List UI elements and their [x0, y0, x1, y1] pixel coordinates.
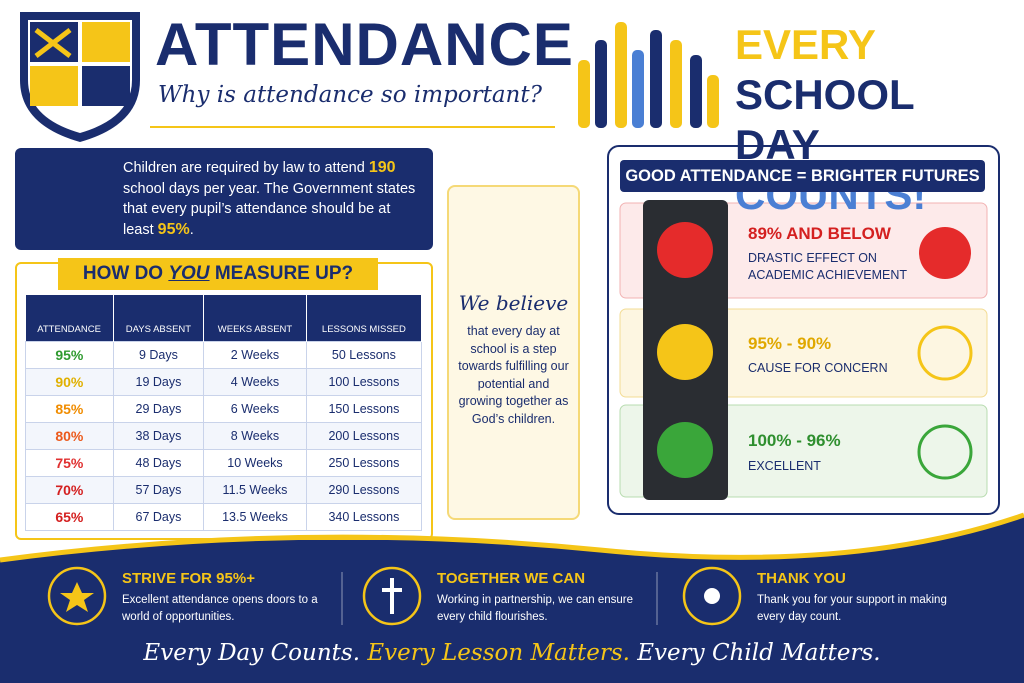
- table-cell: 67 Days: [112, 502, 205, 531]
- column-header: DAYS ABSENT: [113, 295, 205, 341]
- motto-part: Every Day Counts.: [143, 640, 368, 666]
- level-label: CAUSE FOR CONCERN: [748, 361, 888, 375]
- table-cell: 340 Lessons: [305, 502, 423, 531]
- intro-part: Children are required by law to attend: [123, 160, 369, 176]
- table-cell: 200 Lessons: [305, 421, 423, 450]
- belief-title: We believe: [458, 291, 569, 315]
- table-cell: 9 Days: [112, 340, 205, 369]
- intro-box: Children are required by law to attend 1…: [15, 148, 433, 250]
- title: ATTENDANCE: [155, 11, 574, 78]
- table-cell: 8 Weeks: [203, 421, 307, 450]
- motto: Every Day Counts. Every Lesson Matters. …: [0, 640, 1024, 666]
- column-header: WEEKS ABSENT: [203, 295, 307, 341]
- footer-title: TOGETHER WE CAN: [437, 570, 586, 587]
- attendance-cell: 80%: [25, 421, 114, 450]
- table-cell: 4 Weeks: [203, 367, 307, 396]
- level-label: EXCELLENT: [748, 459, 821, 473]
- belief-text: that every day at school is a step towar…: [458, 324, 569, 426]
- attendance-cell: 85%: [25, 394, 114, 423]
- table-cell: 150 Lessons: [305, 394, 423, 423]
- table-cell: 57 Days: [112, 475, 205, 504]
- subtitle: Why is attendance so important?: [158, 82, 542, 108]
- table-row: 65% 67 Days 13.5 Weeks 340 Lessons: [25, 502, 423, 531]
- table-row: 85% 29 Days 6 Weeks 150 Lessons: [25, 394, 423, 423]
- intro-part: school days per year. The Government sta…: [123, 180, 416, 238]
- footer-text: Working in partnership, we can ensure ev…: [437, 594, 634, 623]
- table-cell: 2 Weeks: [203, 340, 307, 369]
- footer-text: Excellent attendance opens doors to a wo…: [122, 594, 318, 623]
- table-cell: 48 Days: [112, 448, 205, 477]
- intro-highlight: 190: [368, 159, 396, 176]
- table-row: 90% 19 Days 4 Weeks 100 Lessons: [25, 367, 423, 396]
- table-cell: 13.5 Weeks: [203, 502, 307, 531]
- motto-part: Every Lesson Matters.: [367, 640, 630, 666]
- intro-part: .: [189, 221, 194, 238]
- level-label: DRASTIC EFFECT ON ACADEMIC ACHIEVEMENT: [748, 251, 908, 282]
- traffic-title: GOOD ATTENDANCE = BRIGHTER FUTURES: [620, 160, 985, 192]
- table-cell: 11.5 Weeks: [203, 475, 307, 504]
- table-row: 95% 9 Days 2 Weeks 50 Lessons: [25, 340, 423, 369]
- attendance-cell: 65%: [25, 502, 114, 531]
- attendance-cell: 70%: [25, 475, 114, 504]
- title-part: HOW DO: [82, 263, 169, 284]
- level-range: 95% - 90%: [748, 334, 832, 353]
- attendance-cell: 95%: [25, 340, 114, 369]
- level-range: 89% AND BELOW: [748, 224, 891, 243]
- table-cell: 10 Weeks: [203, 448, 307, 477]
- intro-highlight: 95%: [157, 220, 190, 238]
- slogan-word: EVERY: [735, 21, 876, 68]
- table-cell: 290 Lessons: [305, 475, 423, 504]
- table-title: HOW DO YOU MEASURE UP?: [58, 258, 378, 290]
- table-cell: 100 Lessons: [305, 367, 423, 396]
- table-cell: 250 Lessons: [305, 448, 423, 477]
- column-header: ATTENDANCE: [25, 295, 114, 341]
- header-row: ATTENDANCE DAYS ABSENT WEEKS ABSENT LESSONS…: [25, 295, 423, 341]
- table-row: 70% 57 Days 11.5 Weeks 290 Lessons: [25, 475, 423, 504]
- motto-part: Every Child Matters.: [629, 640, 881, 666]
- attendance-table: ATTENDANCE DAYS ABSENT WEEKS ABSENT LESSONS…: [25, 295, 423, 531]
- table-row: 80% 38 Days 8 Weeks 200 Lessons: [25, 421, 423, 450]
- footer-text: Thank you for your support in making eve…: [757, 594, 947, 623]
- table-cell: 6 Weeks: [203, 394, 307, 423]
- table-cell: 38 Days: [112, 421, 205, 450]
- footer-title: THANK YOU: [757, 570, 846, 587]
- slogan-word: SCHOOL: [735, 71, 915, 118]
- title-part: YOU: [168, 263, 210, 284]
- intro-text: Children are required by law to attend 1…: [123, 158, 423, 240]
- title-part: MEASURE UP?: [209, 263, 354, 284]
- belief-box: We believe that every day at school is a…: [447, 185, 580, 520]
- attendance-cell: 75%: [25, 448, 114, 477]
- attendance-cell: 90%: [25, 367, 114, 396]
- table-cell: 19 Days: [112, 367, 205, 396]
- level-range: 100% - 96%: [748, 431, 841, 450]
- table-cell: 29 Days: [112, 394, 205, 423]
- table-row: 75% 48 Days 10 Weeks 250 Lessons: [25, 448, 423, 477]
- footer-title: STRIVE FOR 95%+: [122, 570, 255, 587]
- column-header: LESSONS MISSED: [306, 295, 423, 341]
- table-cell: 50 Lessons: [305, 340, 423, 369]
- traffic-panel: [607, 145, 1000, 515]
